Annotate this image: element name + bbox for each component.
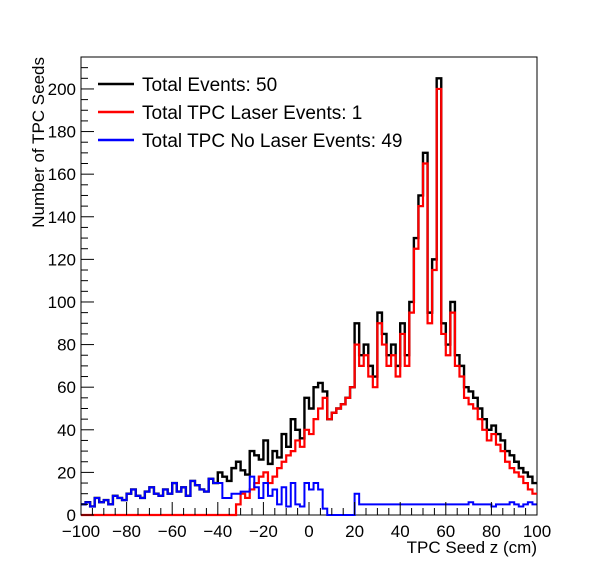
y-tick-label: 0 <box>67 506 76 525</box>
legend-label-1: Total Events: 50 <box>142 75 277 96</box>
x-tick-label: 80 <box>482 522 501 541</box>
x-tick-label: 20 <box>345 522 364 541</box>
series-layer <box>81 77 537 517</box>
series-3-line <box>81 475 537 516</box>
x-tick-label: 60 <box>436 522 455 541</box>
x-tick-label: 40 <box>391 522 410 541</box>
x-tick-label: −80 <box>112 522 141 541</box>
x-tick-label: −40 <box>203 522 232 541</box>
y-axis: 0 20 40 60 80 100 120 140 160 180 200 <box>48 56 94 525</box>
y-tick-label: 20 <box>57 463 76 482</box>
x-tick-label: 0 <box>304 522 313 541</box>
legend: Total Events: 50 Total TPC Laser Events: … <box>98 75 403 152</box>
y-axis-title: Number of TPC Seeds <box>29 57 48 228</box>
x-tick-label: −100 <box>62 522 100 541</box>
x-axis: −100 −80 −60 −40 −20 0 20 40 60 80 100 <box>62 502 551 541</box>
series-2-line <box>81 87 537 517</box>
legend-label-2: Total TPC Laser Events: 1 <box>142 103 362 124</box>
y-tick-label: 140 <box>48 208 76 227</box>
x-axis-title: TPC Seed z (cm) <box>407 538 537 557</box>
y-tick-label: 40 <box>57 421 76 440</box>
y-tick-label: 80 <box>57 336 76 355</box>
y-tick-label: 180 <box>48 123 76 142</box>
y-tick-label: 100 <box>48 293 76 312</box>
y-tick-label: 120 <box>48 250 76 269</box>
x-tick-label: 100 <box>523 522 551 541</box>
x-tick-label: −20 <box>249 522 278 541</box>
plot-frame <box>80 56 538 516</box>
y-tick-label: 200 <box>48 80 76 99</box>
x-tick-label: −60 <box>158 522 187 541</box>
y-tick-label: 160 <box>48 165 76 184</box>
legend-label-3: Total TPC No Laser Events: 49 <box>142 131 403 152</box>
y-tick-label: 60 <box>57 378 76 397</box>
